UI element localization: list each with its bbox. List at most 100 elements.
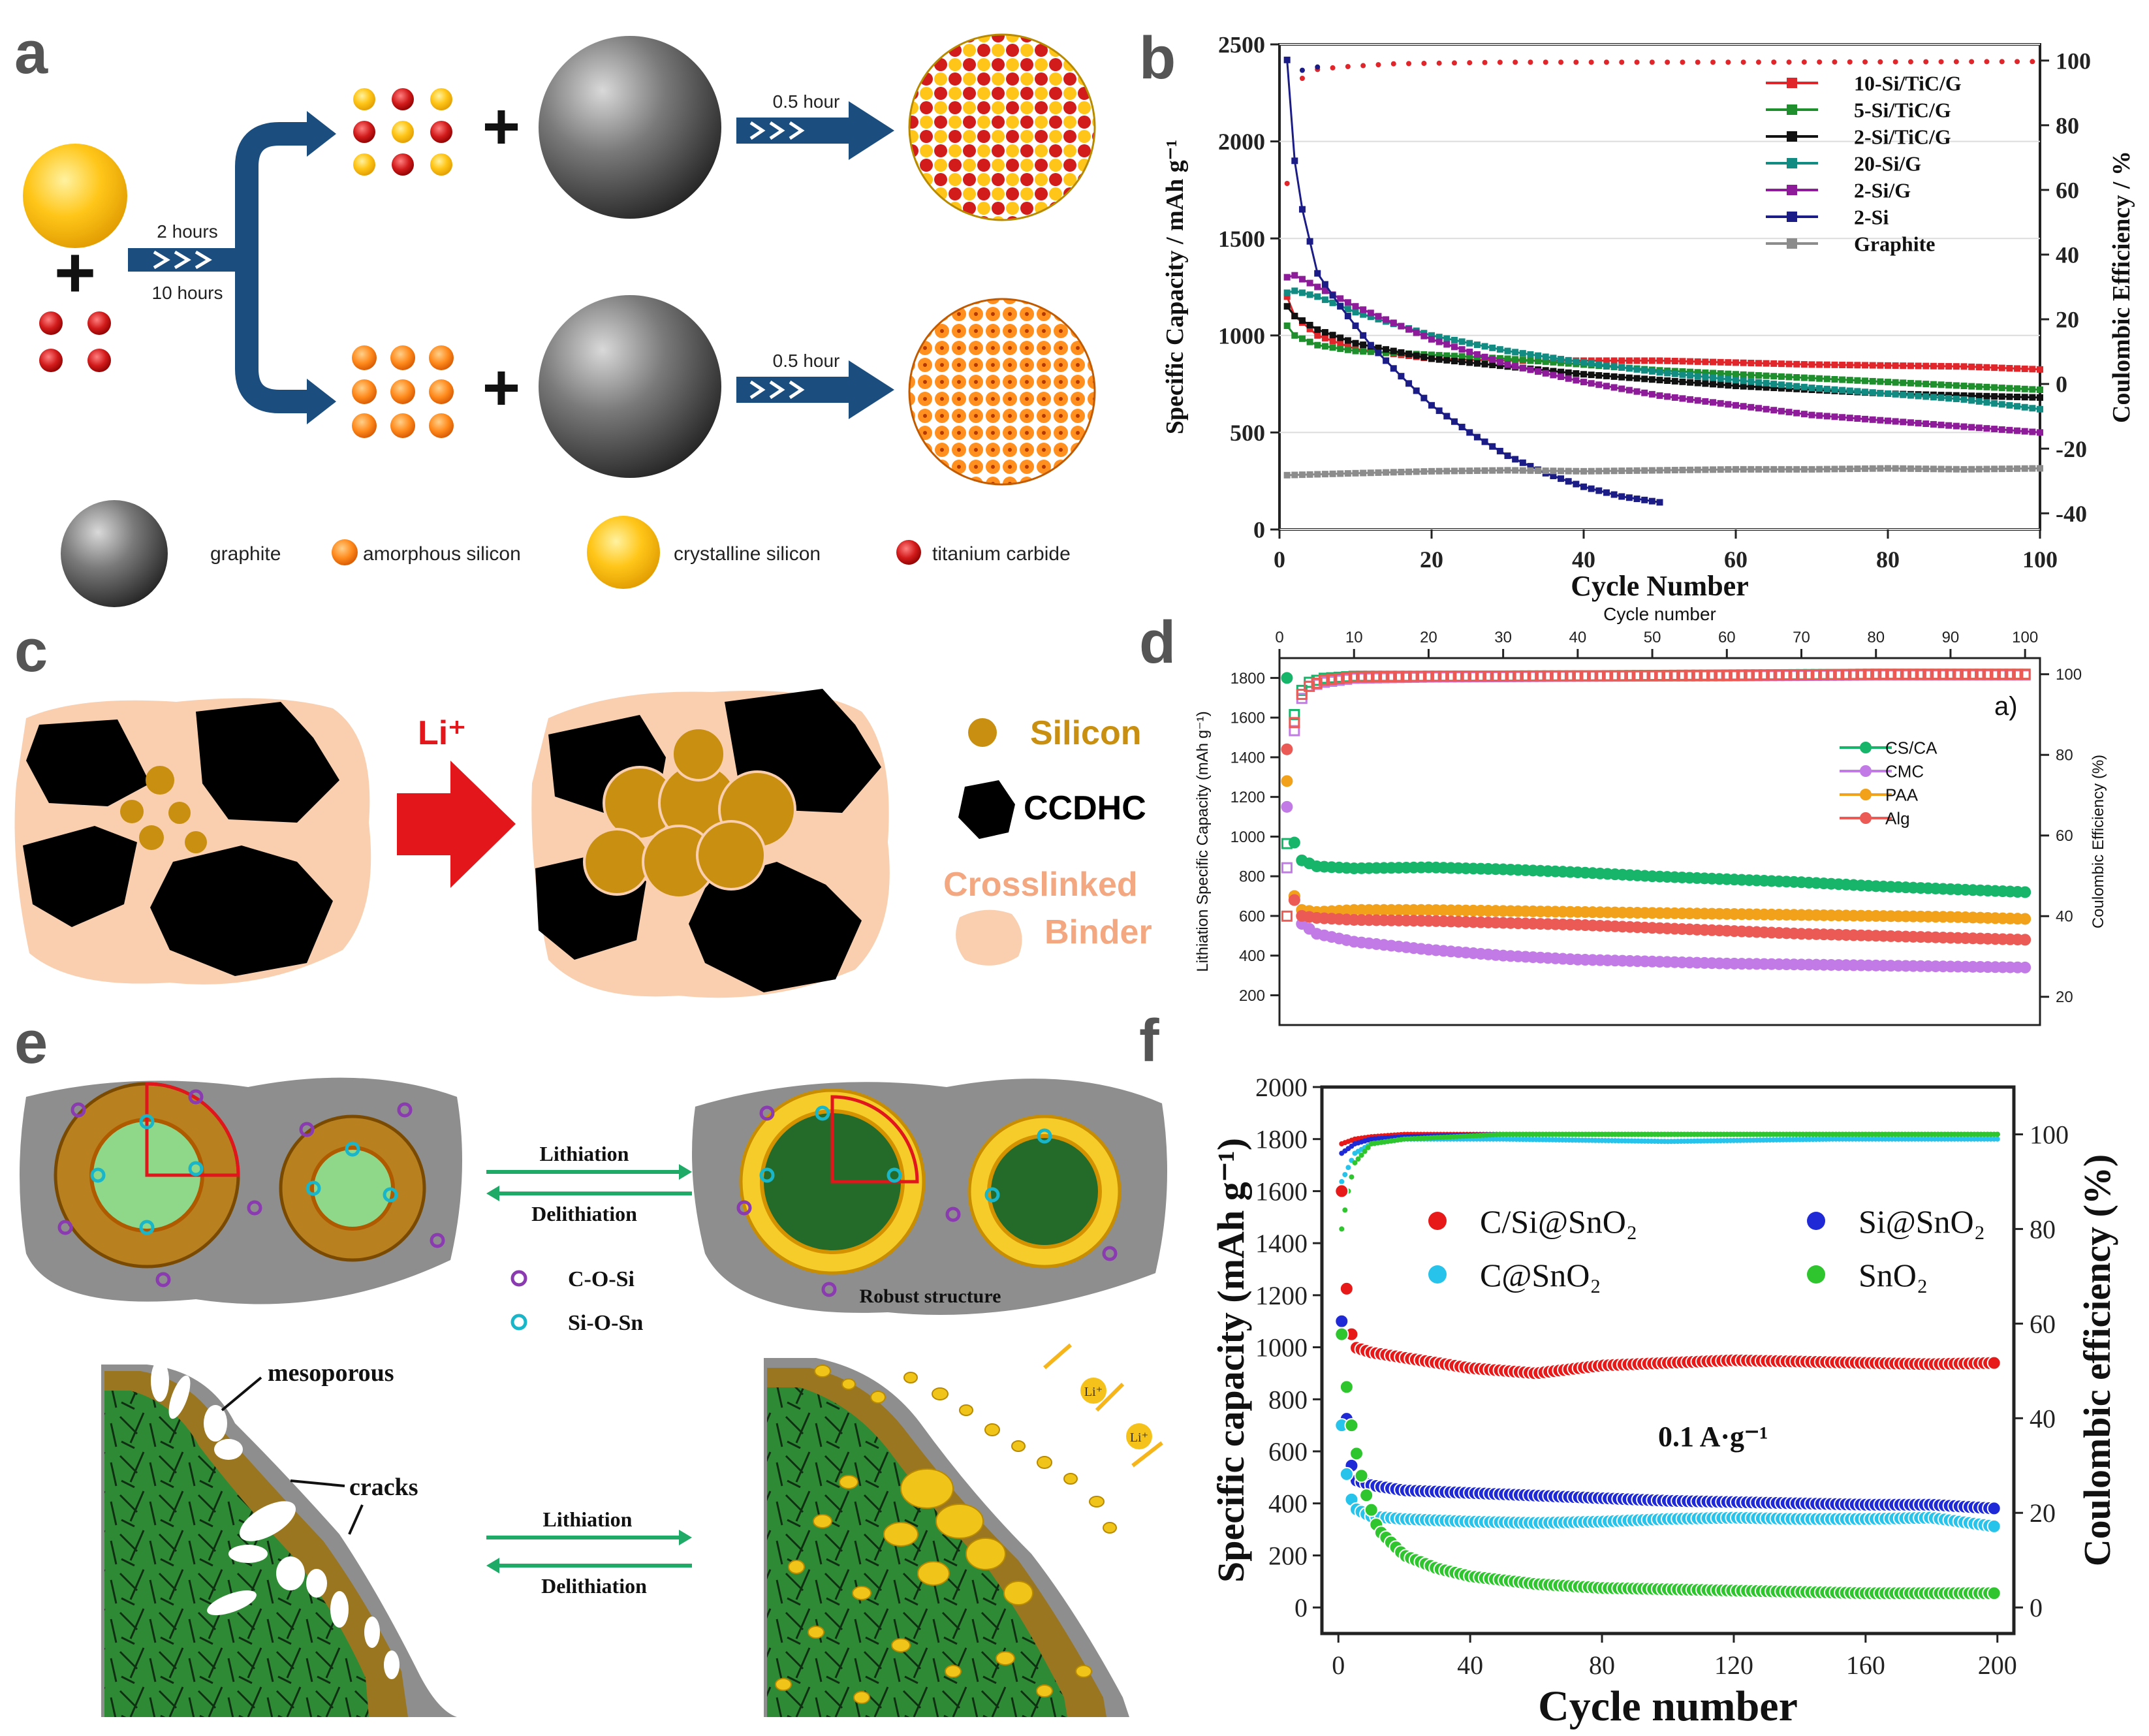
data-point: [1360, 306, 1367, 313]
data-point: [1383, 346, 1390, 353]
ccdhc-particle: [26, 719, 150, 806]
data-point: [1291, 332, 1298, 339]
data-point: [1679, 371, 1686, 378]
data-point: [1733, 466, 1739, 473]
data-point: [1314, 332, 1321, 339]
data-point: [1329, 292, 1336, 299]
panel-c-letter: c: [14, 618, 48, 684]
data-point: [1831, 386, 1838, 393]
data-point: [1535, 358, 1542, 365]
ce-point: [1900, 669, 1911, 680]
x-tick-label: 60: [1724, 546, 1748, 573]
data-point: [1512, 349, 1519, 356]
ce-point: [1451, 60, 1457, 66]
ce-point: [1714, 670, 1725, 682]
data-point: [1885, 465, 1891, 472]
ce-point: [1550, 670, 1561, 682]
data-point: [1625, 365, 1633, 372]
data-point: [1428, 351, 1435, 358]
ce-point: [1319, 674, 1330, 686]
data-point: [2037, 405, 2043, 413]
ce-point: [1994, 1136, 2000, 1142]
data-point: [1816, 412, 1823, 419]
data-point: [1398, 469, 1405, 476]
legend-marker: [1860, 742, 1872, 753]
ce-point: [1619, 59, 1625, 65]
data-point: [1314, 283, 1321, 291]
ce-point: [1345, 1165, 1351, 1171]
data-point: [1550, 355, 1557, 362]
data-point: [2029, 366, 2036, 373]
data-point: [1648, 497, 1655, 505]
data-point: [1588, 467, 1595, 475]
data-point: [1573, 358, 1580, 365]
data-point: [1306, 279, 1313, 287]
data-point: [1504, 452, 1511, 460]
data-point: [1375, 344, 1382, 351]
zoom-sector: [145, 1082, 240, 1177]
data-point: [1960, 363, 1968, 370]
data-point: [1930, 381, 1937, 388]
x-tick-label: 80: [1867, 629, 1885, 646]
data-point: [1702, 380, 1709, 387]
data-point: [1907, 465, 1914, 472]
data-point: [1854, 465, 1861, 472]
data-point: [1558, 475, 1565, 482]
data-point: [1481, 353, 1488, 360]
label-robust: Robust structure: [860, 1286, 1001, 1307]
ce-point: [1542, 670, 1554, 682]
data-point: [1831, 375, 1838, 383]
data-point: [1983, 392, 1990, 400]
titanium-carbide-particles: [39, 311, 111, 372]
legend-marker: [1860, 812, 1872, 824]
legend-label: 20-Si/G: [1854, 152, 1921, 176]
li-ion-badge: [1080, 1378, 1106, 1404]
ce-point: [1771, 59, 1777, 65]
legend-ccdhc-icon: [958, 780, 1015, 839]
ce-point: [1579, 670, 1591, 682]
ce-point: [1281, 910, 1293, 922]
ce-point: [1348, 671, 1360, 683]
data-point: [1907, 379, 1914, 387]
ce-point: [1691, 670, 1703, 682]
data-point: [1329, 338, 1336, 345]
data-point: [1671, 467, 1678, 474]
data-point: [1869, 362, 1876, 369]
data-point: [2037, 394, 2043, 401]
data-point: [1671, 394, 1678, 401]
legend-graphite: graphite: [210, 543, 281, 565]
y2-tick-label: 60: [2030, 1309, 2056, 1338]
data-point: [1496, 362, 1503, 370]
ce-point: [1695, 59, 1701, 65]
ce-point: [1315, 64, 1321, 70]
data-point: [1595, 361, 1603, 368]
data-point: [1580, 359, 1587, 366]
legend-amorphous: amorphous silicon: [363, 543, 521, 565]
data-point: [1915, 420, 1922, 427]
legend-c-o-si-icon: [510, 1270, 527, 1287]
data-point: [1679, 378, 1686, 385]
data-point: [2021, 365, 2028, 372]
plot-frame: [1320, 1085, 2016, 1635]
data-point: [1998, 401, 2005, 408]
data-point: [1558, 373, 1565, 381]
ce-point: [1365, 1144, 1371, 1150]
data-point: [1281, 743, 1293, 755]
ce-point: [1832, 59, 1838, 65]
data-point: [1885, 390, 1891, 397]
data-point: [1785, 373, 1793, 381]
data-point: [1291, 471, 1298, 479]
legend-si-o-sn: Si-O-Sn: [568, 1311, 643, 1335]
data-point: [1398, 323, 1405, 330]
data-point: [1846, 377, 1853, 384]
data-point: [1687, 372, 1694, 379]
data-point: [1664, 377, 1671, 385]
data-point: [1298, 471, 1306, 479]
data-point: [1339, 1281, 1354, 1296]
ce-point: [1362, 1148, 1368, 1154]
data-point: [1702, 398, 1709, 405]
data-point: [1428, 332, 1435, 339]
data-point: [1359, 1488, 1374, 1503]
data-point: [2014, 403, 2021, 410]
